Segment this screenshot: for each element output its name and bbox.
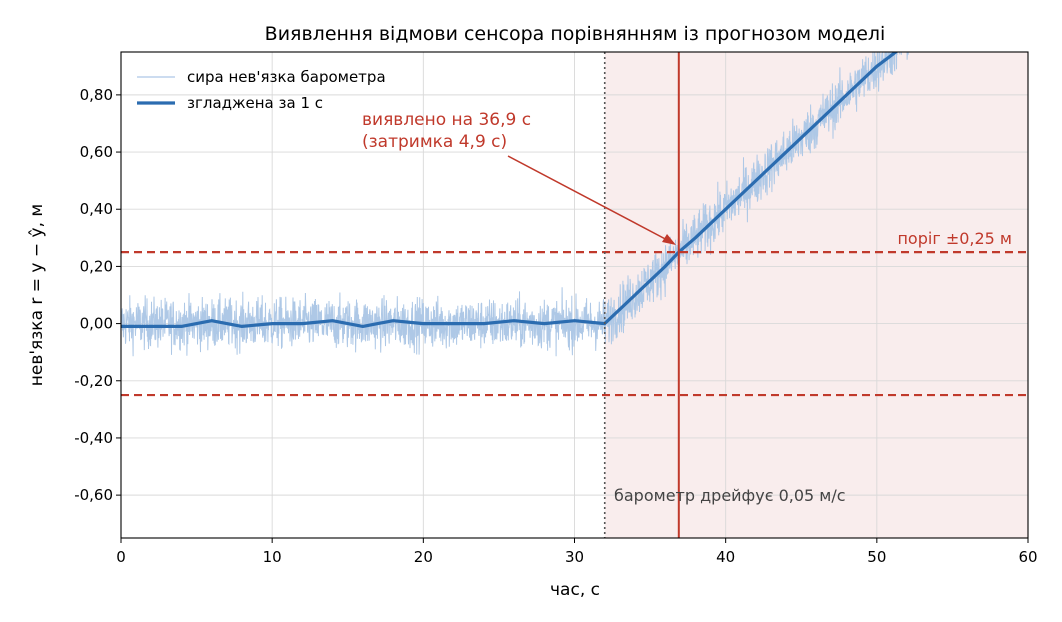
x-tick-label: 50 [867, 548, 886, 566]
x-axis-ticks: 0 10 20 30 40 50 60 [116, 538, 1038, 566]
smoothed-residual-line [121, 52, 899, 328]
y-axis-ticks: -0,60 -0,40 -0,20 0,00 0,20 0,40 0,60 0,80 [74, 86, 121, 504]
legend-label-raw: сира нев'язка барометра [187, 68, 386, 86]
x-tick-label: 10 [263, 548, 282, 566]
detection-label-line-1: виявлено на 36,9 с [362, 110, 531, 130]
y-tick-label: -0,20 [74, 372, 113, 390]
y-tick-label: 0,20 [80, 257, 113, 275]
y-tick-label: 0,80 [80, 86, 113, 104]
annotations: виявлено на 36,9 с (затримка 4,9 с) порі… [362, 110, 1012, 505]
y-tick-label: 0,40 [80, 200, 113, 218]
reference-lines [121, 52, 1028, 538]
x-tick-label: 0 [116, 548, 126, 566]
x-tick-label: 30 [565, 548, 584, 566]
detection-arrowhead-icon [662, 234, 676, 245]
x-tick-label: 60 [1018, 548, 1037, 566]
y-tick-label: -0,60 [74, 486, 113, 504]
detection-arrow [507, 155, 672, 243]
plot-area [121, 52, 909, 357]
raw-residual-line [121, 52, 909, 357]
x-axis-title: час, с [550, 580, 600, 600]
x-tick-label: 40 [716, 548, 735, 566]
y-axis-title: нев'язка r = y − ŷ, м [27, 204, 47, 386]
x-tick-label: 20 [414, 548, 433, 566]
y-tick-label: 0,00 [80, 315, 113, 333]
threshold-label: поріг ±0,25 м [897, 229, 1012, 248]
detection-label-line-2: (затримка 4,9 с) [362, 132, 507, 152]
chart-title: Виявлення відмови сенсора порівнянням із… [265, 23, 886, 45]
legend: сира нев'язка барометра згладжена за 1 с [137, 68, 386, 112]
y-tick-label: -0,40 [74, 429, 113, 447]
fault-label: барометр дрейфує 0,05 м/с [614, 486, 846, 505]
y-tick-label: 0,60 [80, 143, 113, 161]
legend-label-smoothed: згладжена за 1 с [187, 94, 323, 112]
